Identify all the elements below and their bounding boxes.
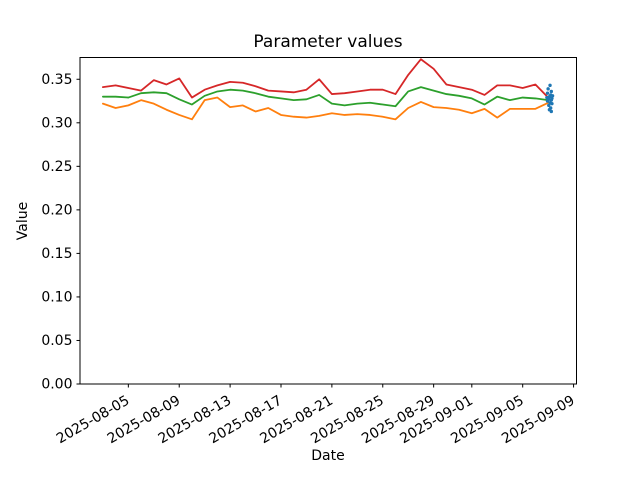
y-tick-label: 0.10 [41, 290, 72, 306]
red-line [102, 58, 550, 99]
y-axis: 0.00 0.05 0.10 0.15 0.20 0.25 0.30 0.35 [41, 72, 80, 393]
plot-area-spines [79, 57, 577, 385]
blue-scatter-cluster-point [548, 83, 552, 88]
y-axis-label: Value [15, 202, 31, 240]
x-axis-label: Date [311, 448, 344, 464]
blue-scatter-cluster-point [546, 87, 550, 91]
blue-scatter-cluster-point [550, 101, 554, 106]
y-tick-label: 0.30 [41, 116, 72, 132]
chart-title: Parameter values [253, 32, 402, 52]
y-tick-label: 0.15 [41, 246, 72, 262]
blue-scatter-cluster-point [549, 98, 554, 102]
y-tick-label: 0.00 [41, 377, 72, 393]
series-lines [102, 58, 550, 121]
blue-scatter-cluster-point [545, 91, 550, 95]
scatter-group [545, 83, 555, 114]
y-tick-label: 0.25 [41, 159, 72, 175]
y-tick-label: 0.05 [41, 333, 72, 349]
y-tick-label: 0.35 [41, 72, 72, 88]
blue-scatter-cluster-point [545, 99, 550, 103]
blue-scatter-cluster-point [547, 103, 551, 108]
blue-scatter-cluster-point [549, 89, 554, 94]
blue-scatter-cluster-point [549, 109, 554, 114]
orange-line [102, 96, 550, 121]
y-tick-label: 0.20 [41, 203, 72, 219]
green-line [102, 86, 550, 108]
blue-scatter-cluster-point [550, 94, 555, 98]
